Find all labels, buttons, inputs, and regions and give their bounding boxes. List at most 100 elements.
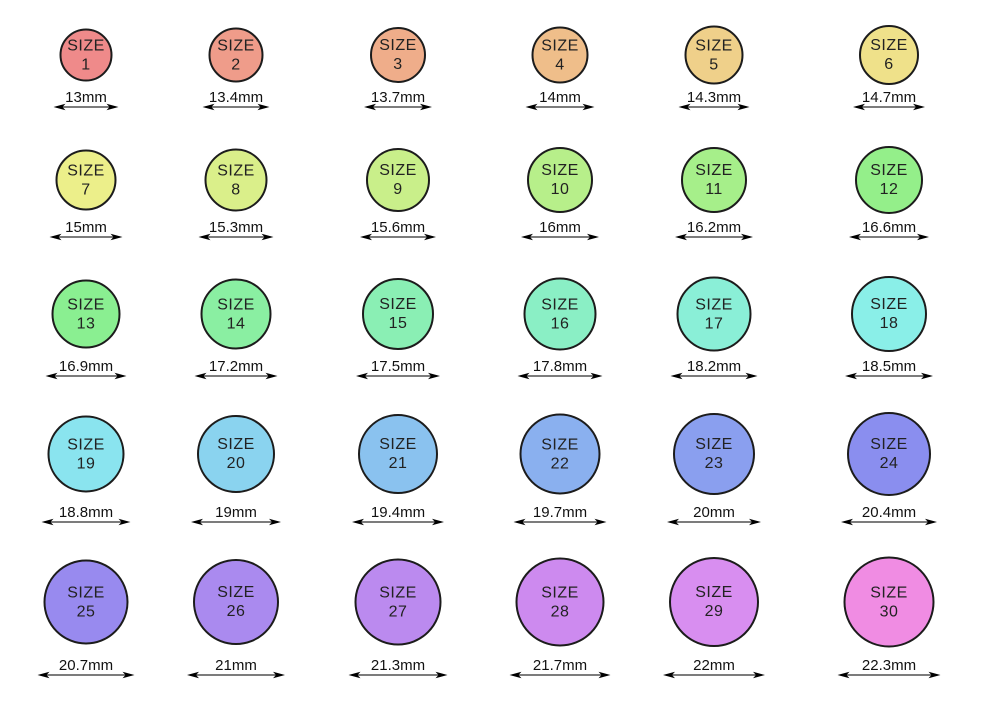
ring-circle: SIZE 10 bbox=[527, 147, 593, 213]
double-arrow-icon bbox=[37, 671, 135, 679]
size-word: SIZE bbox=[870, 162, 908, 179]
double-arrow-icon bbox=[678, 103, 750, 111]
diameter-value: 13.7mm bbox=[370, 89, 426, 106]
ring-size-label: SIZE 26 bbox=[217, 583, 255, 621]
diameter-value: 16.2mm bbox=[686, 219, 742, 236]
diameter-value: 21.3mm bbox=[370, 657, 426, 674]
diameter-measurement: 13mm bbox=[53, 90, 119, 113]
diameter-value: 21mm bbox=[215, 657, 257, 674]
double-arrow-icon bbox=[53, 103, 119, 111]
diameter-measurement: 13.7mm bbox=[364, 90, 432, 113]
diameter-value: 14mm bbox=[539, 89, 581, 106]
size-number: 26 bbox=[226, 603, 246, 620]
size-word: SIZE bbox=[67, 584, 105, 601]
diameter-measurement: 15.6mm bbox=[360, 220, 436, 243]
size-number: 28 bbox=[550, 603, 570, 620]
double-arrow-icon bbox=[670, 372, 758, 380]
ring-size-label: SIZE 10 bbox=[541, 161, 579, 199]
ring-circle: SIZE 27 bbox=[354, 558, 442, 646]
ring-size-label: SIZE 27 bbox=[379, 583, 417, 621]
ring-size-label: SIZE 23 bbox=[695, 435, 733, 473]
ring-circle: SIZE 20 bbox=[197, 415, 275, 493]
ring-circle: SIZE 9 bbox=[366, 148, 430, 212]
size-word: SIZE bbox=[67, 162, 105, 179]
size-word: SIZE bbox=[379, 162, 417, 179]
ring-circle: SIZE 30 bbox=[843, 556, 935, 648]
ring-size-label: SIZE 2 bbox=[217, 36, 255, 74]
double-arrow-icon bbox=[845, 372, 933, 380]
diameter-measurement: 21.7mm bbox=[509, 658, 611, 681]
double-arrow-icon bbox=[360, 233, 436, 241]
diameter-value: 17.8mm bbox=[532, 358, 588, 375]
diameter-value: 20.4mm bbox=[861, 504, 917, 521]
diameter-measurement: 14mm bbox=[525, 89, 595, 113]
ring-size-label: SIZE 5 bbox=[695, 36, 733, 74]
double-arrow-icon bbox=[356, 372, 440, 380]
diameter-measurement: 18.8mm bbox=[41, 505, 131, 528]
size-number: 30 bbox=[879, 603, 899, 620]
ring-size-label: SIZE 18 bbox=[870, 295, 908, 333]
size-word: SIZE bbox=[217, 37, 255, 54]
ring-size-label: SIZE 14 bbox=[217, 295, 255, 333]
size-word: SIZE bbox=[695, 162, 733, 179]
ring-circle: SIZE 29 bbox=[669, 557, 759, 647]
double-arrow-icon bbox=[191, 518, 281, 526]
ring-size-label: SIZE 9 bbox=[379, 161, 417, 199]
ring-size-label: SIZE 15 bbox=[379, 295, 417, 333]
ring-circle: SIZE 6 bbox=[859, 25, 919, 85]
size-word: SIZE bbox=[379, 37, 417, 54]
size-word: SIZE bbox=[695, 37, 733, 54]
ring-size-label: SIZE 3 bbox=[379, 36, 417, 74]
ring-size-label: SIZE 25 bbox=[67, 583, 105, 621]
double-arrow-icon bbox=[352, 518, 444, 526]
ring-size-label: SIZE 22 bbox=[541, 435, 579, 473]
ring-circle: SIZE 25 bbox=[43, 559, 129, 645]
size-word: SIZE bbox=[541, 162, 579, 179]
size-number: 29 bbox=[704, 603, 724, 620]
ring-size-label: SIZE 4 bbox=[541, 36, 579, 74]
size-word: SIZE bbox=[541, 296, 579, 313]
ring-circle: SIZE 19 bbox=[47, 415, 125, 493]
diameter-value: 14.3mm bbox=[686, 89, 742, 106]
diameter-measurement: 22.3mm bbox=[837, 658, 941, 681]
size-number: 19 bbox=[76, 455, 96, 472]
ring-circle: SIZE 8 bbox=[204, 148, 268, 212]
ring-size-label: SIZE 7 bbox=[67, 161, 105, 199]
double-arrow-icon bbox=[521, 233, 599, 241]
diameter-measurement: 20.4mm bbox=[841, 505, 937, 528]
size-number: 4 bbox=[555, 56, 565, 73]
diameter-measurement: 19.4mm bbox=[352, 505, 444, 528]
ring-size-label: SIZE 12 bbox=[870, 161, 908, 199]
double-arrow-icon bbox=[202, 103, 270, 111]
size-number: 16 bbox=[550, 315, 570, 332]
ring-size-label: SIZE 30 bbox=[870, 583, 908, 621]
ring-circle: SIZE 21 bbox=[358, 414, 438, 494]
ring-size-label: SIZE 13 bbox=[67, 295, 105, 333]
diameter-measurement: 16.2mm bbox=[675, 220, 753, 243]
diameter-measurement: 14.3mm bbox=[678, 89, 750, 113]
size-number: 10 bbox=[550, 181, 570, 198]
size-word: SIZE bbox=[67, 296, 105, 313]
size-word: SIZE bbox=[217, 584, 255, 601]
size-word: SIZE bbox=[217, 436, 255, 453]
size-number: 6 bbox=[884, 56, 894, 73]
size-word: SIZE bbox=[541, 436, 579, 453]
double-arrow-icon bbox=[41, 518, 131, 526]
diameter-measurement: 20.7mm bbox=[37, 658, 135, 681]
diameter-value: 18.5mm bbox=[861, 358, 917, 375]
ring-circle: SIZE 15 bbox=[362, 278, 434, 350]
diameter-value: 13.4mm bbox=[208, 89, 264, 106]
diameter-value: 17.2mm bbox=[208, 358, 264, 375]
size-word: SIZE bbox=[67, 436, 105, 453]
double-arrow-icon bbox=[49, 233, 123, 241]
diameter-measurement: 19mm bbox=[191, 505, 281, 528]
ring-circle: SIZE 1 bbox=[59, 28, 113, 82]
ring-circle: SIZE 14 bbox=[200, 278, 272, 350]
size-number: 12 bbox=[879, 181, 899, 198]
size-number: 25 bbox=[76, 603, 96, 620]
diameter-value: 15.6mm bbox=[370, 219, 426, 236]
double-arrow-icon bbox=[675, 233, 753, 241]
diameter-measurement: 15mm bbox=[49, 220, 123, 243]
ring-circle: SIZE 23 bbox=[673, 413, 755, 495]
